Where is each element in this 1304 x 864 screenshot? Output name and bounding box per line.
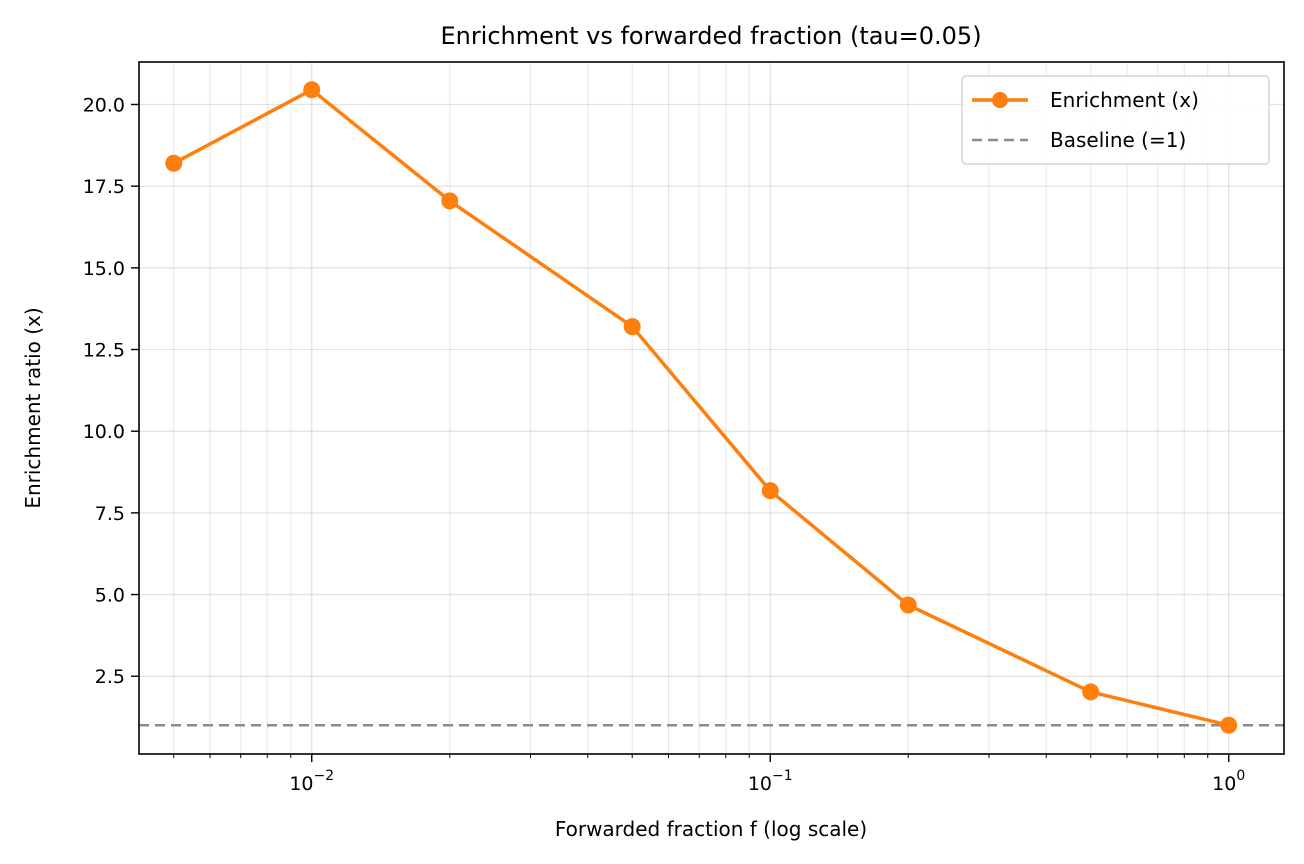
x-tick-label: 10−1	[748, 768, 793, 795]
series-layer	[165, 81, 1238, 734]
legend-label-enrichment: Enrichment (x)	[1050, 88, 1199, 112]
legend-marker-enrichment	[992, 92, 1008, 108]
x-axis: 10−2 10−1 100	[173, 754, 1245, 795]
data-point	[1220, 716, 1238, 734]
legend-box	[961, 75, 1270, 165]
data-point	[165, 154, 183, 172]
y-tick-label: 5.0	[95, 585, 125, 607]
data-point	[761, 482, 779, 500]
y-tick-label: 12.5	[83, 340, 125, 362]
y-tick-label: 17.5	[83, 176, 125, 198]
data-point	[623, 318, 641, 336]
chart-title: Enrichment vs forwarded fraction (tau=0.…	[440, 22, 981, 50]
y-axis: 2.5 5.0 7.5 10.0 12.5 15.0 17.5 20.0	[83, 94, 139, 688]
y-tick-label: 10.0	[83, 421, 125, 443]
legend-label-baseline: Baseline (=1)	[1050, 128, 1186, 152]
y-tick-label: 2.5	[95, 666, 125, 688]
x-axis-label: Forwarded fraction f (log scale)	[555, 817, 867, 841]
data-point	[1082, 683, 1100, 701]
data-point	[899, 596, 917, 614]
x-tick-label: 10−2	[289, 768, 334, 795]
data-point	[441, 192, 459, 210]
legend: Enrichment (x) Baseline (=1)	[961, 75, 1270, 165]
data-point	[303, 81, 321, 99]
y-axis-label: Enrichment ratio (x)	[21, 307, 45, 508]
y-tick-label: 20.0	[83, 94, 125, 116]
series-line-enrichment	[172, 88, 1230, 727]
y-tick-label: 7.5	[95, 503, 125, 525]
plot-frame	[138, 61, 1285, 755]
x-tick-label: 100	[1212, 768, 1245, 795]
y-tick-label: 15.0	[83, 258, 125, 280]
